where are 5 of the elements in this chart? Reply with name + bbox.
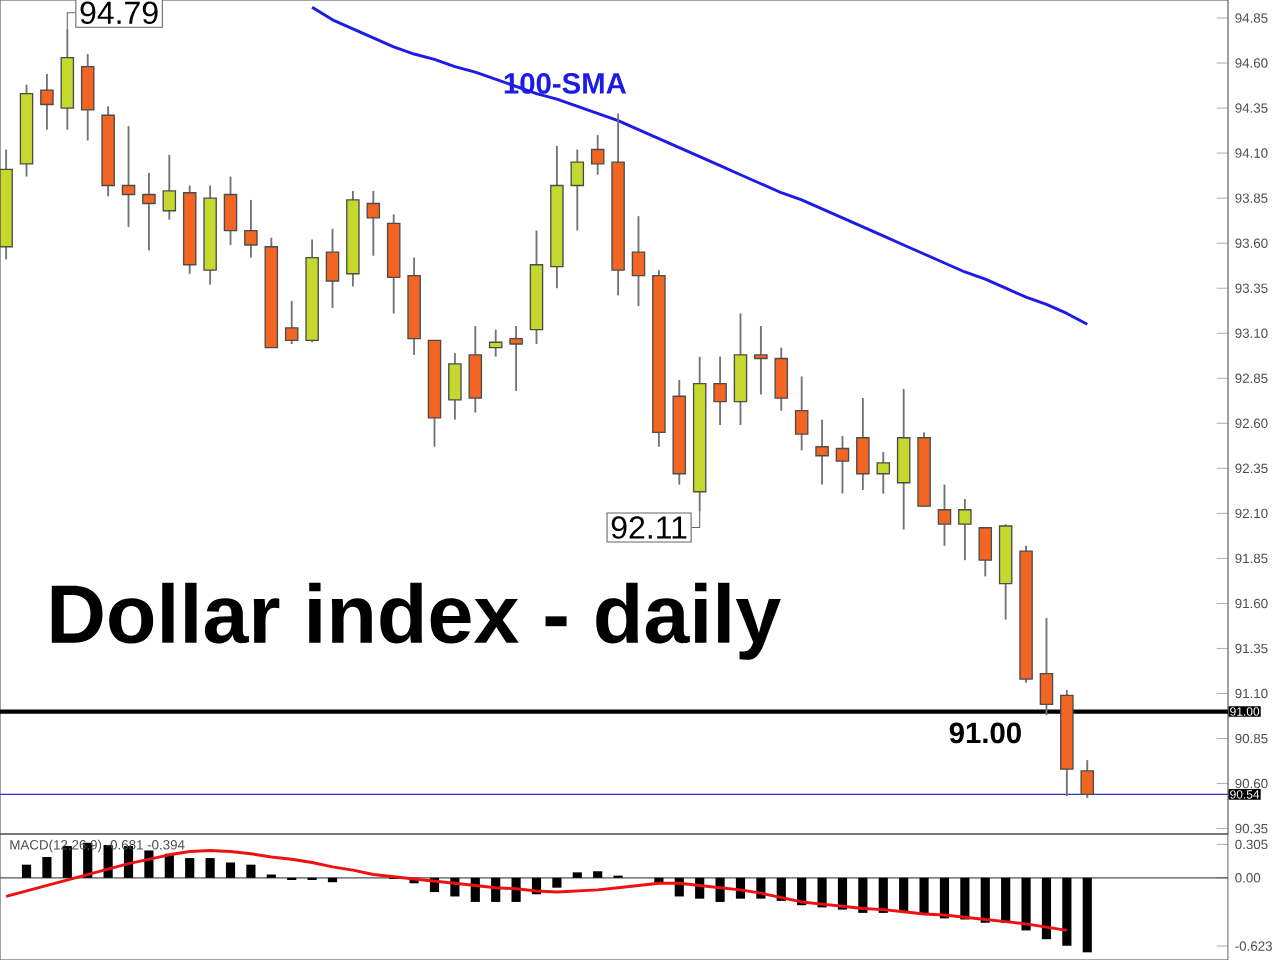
annotation: 94.79 bbox=[80, 1, 158, 25]
annotation: 92.11 bbox=[611, 516, 687, 539]
annotation: 91.00 bbox=[949, 722, 1021, 744]
series-label: 100-SMA bbox=[504, 73, 627, 94]
text: Dollar index - daily bbox=[51, 582, 781, 660]
